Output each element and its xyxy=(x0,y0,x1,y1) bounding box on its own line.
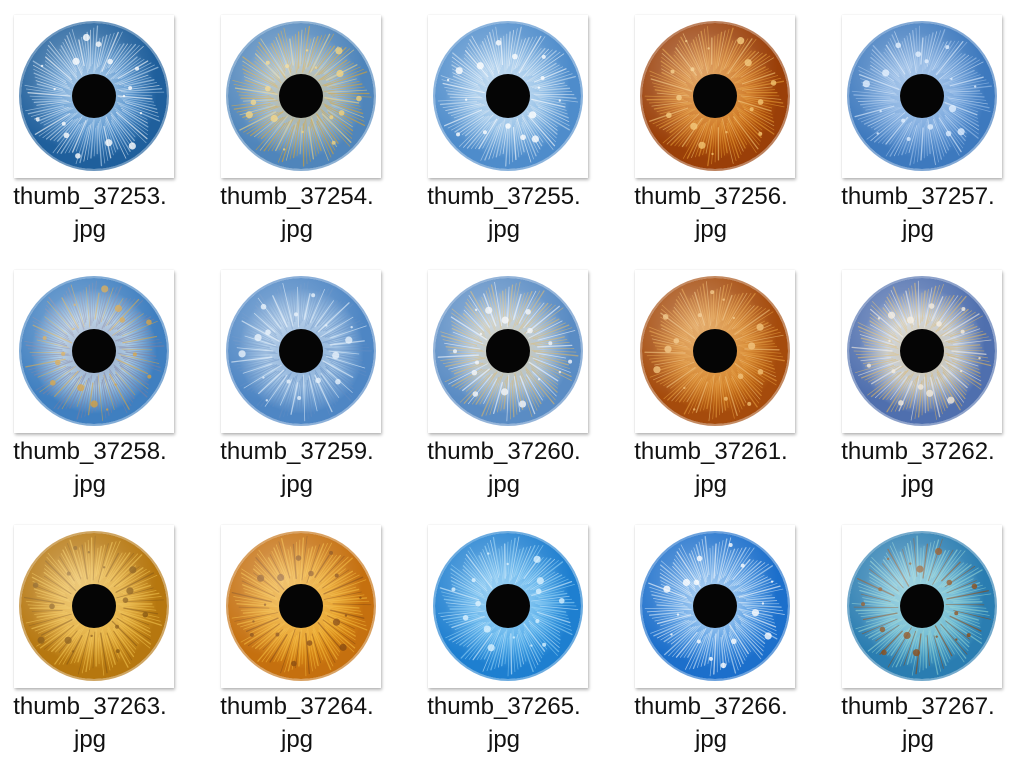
file-item-thumb-37262[interactable]: thumb_37262. jpg xyxy=(838,255,1011,510)
iris-rim xyxy=(19,276,169,426)
file-name-label: thumb_37265. jpg xyxy=(427,693,581,753)
iris-rim xyxy=(433,21,583,171)
file-name-label: thumb_37253. jpg xyxy=(13,183,167,243)
file-item-thumb-37267[interactable]: thumb_37267. jpg xyxy=(838,510,1011,765)
blue-amber-iris-thumbnail-icon xyxy=(221,15,381,178)
iris-rim xyxy=(847,531,997,681)
file-name-label: thumb_37258. jpg xyxy=(13,438,167,498)
pupil xyxy=(486,329,530,373)
iris-rim xyxy=(847,21,997,171)
pupil xyxy=(486,74,530,118)
file-item-thumb-37260[interactable]: thumb_37260. jpg xyxy=(424,255,631,510)
pupil xyxy=(279,74,323,118)
thumbnail-frame[interactable] xyxy=(842,525,1002,688)
thumbnail-frame[interactable] xyxy=(221,525,381,688)
file-name-label: thumb_37257. jpg xyxy=(841,183,995,243)
pupil xyxy=(279,584,323,628)
file-name-label: thumb_37263. jpg xyxy=(13,693,167,753)
pupil xyxy=(486,584,530,628)
pupil xyxy=(72,584,116,628)
pupil xyxy=(72,74,116,118)
file-name-label: thumb_37254. jpg xyxy=(220,183,374,243)
thumbnail-frame[interactable] xyxy=(14,525,174,688)
thumbnail-frame[interactable] xyxy=(635,15,795,178)
iris-rim xyxy=(226,276,376,426)
thumbnail-frame[interactable] xyxy=(14,15,174,178)
file-item-thumb-37261[interactable]: thumb_37261. jpg xyxy=(631,255,838,510)
blue-gold-iris-thumbnail-icon xyxy=(428,270,588,433)
file-item-thumb-37259[interactable]: thumb_37259. jpg xyxy=(217,255,424,510)
thumbnail-frame[interactable] xyxy=(635,525,795,688)
file-item-thumb-37266[interactable]: thumb_37266. jpg xyxy=(631,510,838,765)
pupil xyxy=(72,329,116,373)
file-item-thumb-37264[interactable]: thumb_37264. jpg xyxy=(217,510,424,765)
pupil xyxy=(279,329,323,373)
thumbnail-frame[interactable] xyxy=(428,270,588,433)
file-item-thumb-37254[interactable]: thumb_37254. jpg xyxy=(217,0,424,255)
file-name-label: thumb_37262. jpg xyxy=(841,438,995,498)
bright-blue-iris-thumbnail-icon xyxy=(635,525,795,688)
file-item-thumb-37257[interactable]: thumb_37257. jpg xyxy=(838,0,1011,255)
iris-rim xyxy=(640,531,790,681)
iris-rim xyxy=(19,21,169,171)
pupil xyxy=(900,74,944,118)
iris-rim xyxy=(226,531,376,681)
file-name-label: thumb_37259. jpg xyxy=(220,438,374,498)
thumbnail-frame[interactable] xyxy=(221,270,381,433)
file-item-thumb-37265[interactable]: thumb_37265. jpg xyxy=(424,510,631,765)
file-name-label: thumb_37261. jpg xyxy=(634,438,788,498)
pupil xyxy=(693,329,737,373)
iris-rim xyxy=(19,531,169,681)
blue-iris-thumbnail-icon xyxy=(14,15,174,178)
pupil xyxy=(900,329,944,373)
amber-iris-thumbnail-icon xyxy=(14,525,174,688)
iris-rim xyxy=(433,531,583,681)
thumbnail-frame[interactable] xyxy=(635,270,795,433)
brown-iris-thumbnail-icon xyxy=(635,270,795,433)
file-item-thumb-37255[interactable]: thumb_37255. jpg xyxy=(424,0,631,255)
iris-rim xyxy=(640,21,790,171)
blue-iris-thumbnail-icon xyxy=(221,270,381,433)
file-item-thumb-37258[interactable]: thumb_37258. jpg xyxy=(10,255,217,510)
file-name-label: thumb_37267. jpg xyxy=(841,693,995,753)
thumbnail-frame[interactable] xyxy=(428,525,588,688)
file-name-label: thumb_37264. jpg xyxy=(220,693,374,753)
blue-gold-iris-thumbnail-icon xyxy=(14,270,174,433)
pupil xyxy=(900,584,944,628)
iris-rim xyxy=(433,276,583,426)
brown-iris-thumbnail-icon xyxy=(635,15,795,178)
teal-spotted-iris-thumbnail-icon xyxy=(842,525,1002,688)
blue-iris-thumbnail-icon xyxy=(842,15,1002,178)
thumbnail-frame[interactable] xyxy=(842,15,1002,178)
file-name-label: thumb_37256. jpg xyxy=(634,183,788,243)
blue-iris-thumbnail-icon xyxy=(428,15,588,178)
thumbnail-frame[interactable] xyxy=(842,270,1002,433)
iris-rim xyxy=(226,21,376,171)
pupil xyxy=(693,584,737,628)
file-name-label: thumb_37266. jpg xyxy=(634,693,788,753)
iris-rim xyxy=(640,276,790,426)
blue-gold-iris-thumbnail-icon xyxy=(842,270,1002,433)
file-name-label: thumb_37260. jpg xyxy=(427,438,581,498)
thumbnail-frame[interactable] xyxy=(14,270,174,433)
thumbnail-frame[interactable] xyxy=(428,15,588,178)
file-item-thumb-37253[interactable]: thumb_37253. jpg xyxy=(10,0,217,255)
amber-iris-thumbnail-icon xyxy=(221,525,381,688)
file-name-label: thumb_37255. jpg xyxy=(427,183,581,243)
bright-blue-iris-thumbnail-icon xyxy=(428,525,588,688)
iris-rim xyxy=(847,276,997,426)
thumbnail-frame[interactable] xyxy=(221,15,381,178)
file-item-thumb-37263[interactable]: thumb_37263. jpg xyxy=(10,510,217,765)
file-item-thumb-37256[interactable]: thumb_37256. jpg xyxy=(631,0,838,255)
pupil xyxy=(693,74,737,118)
